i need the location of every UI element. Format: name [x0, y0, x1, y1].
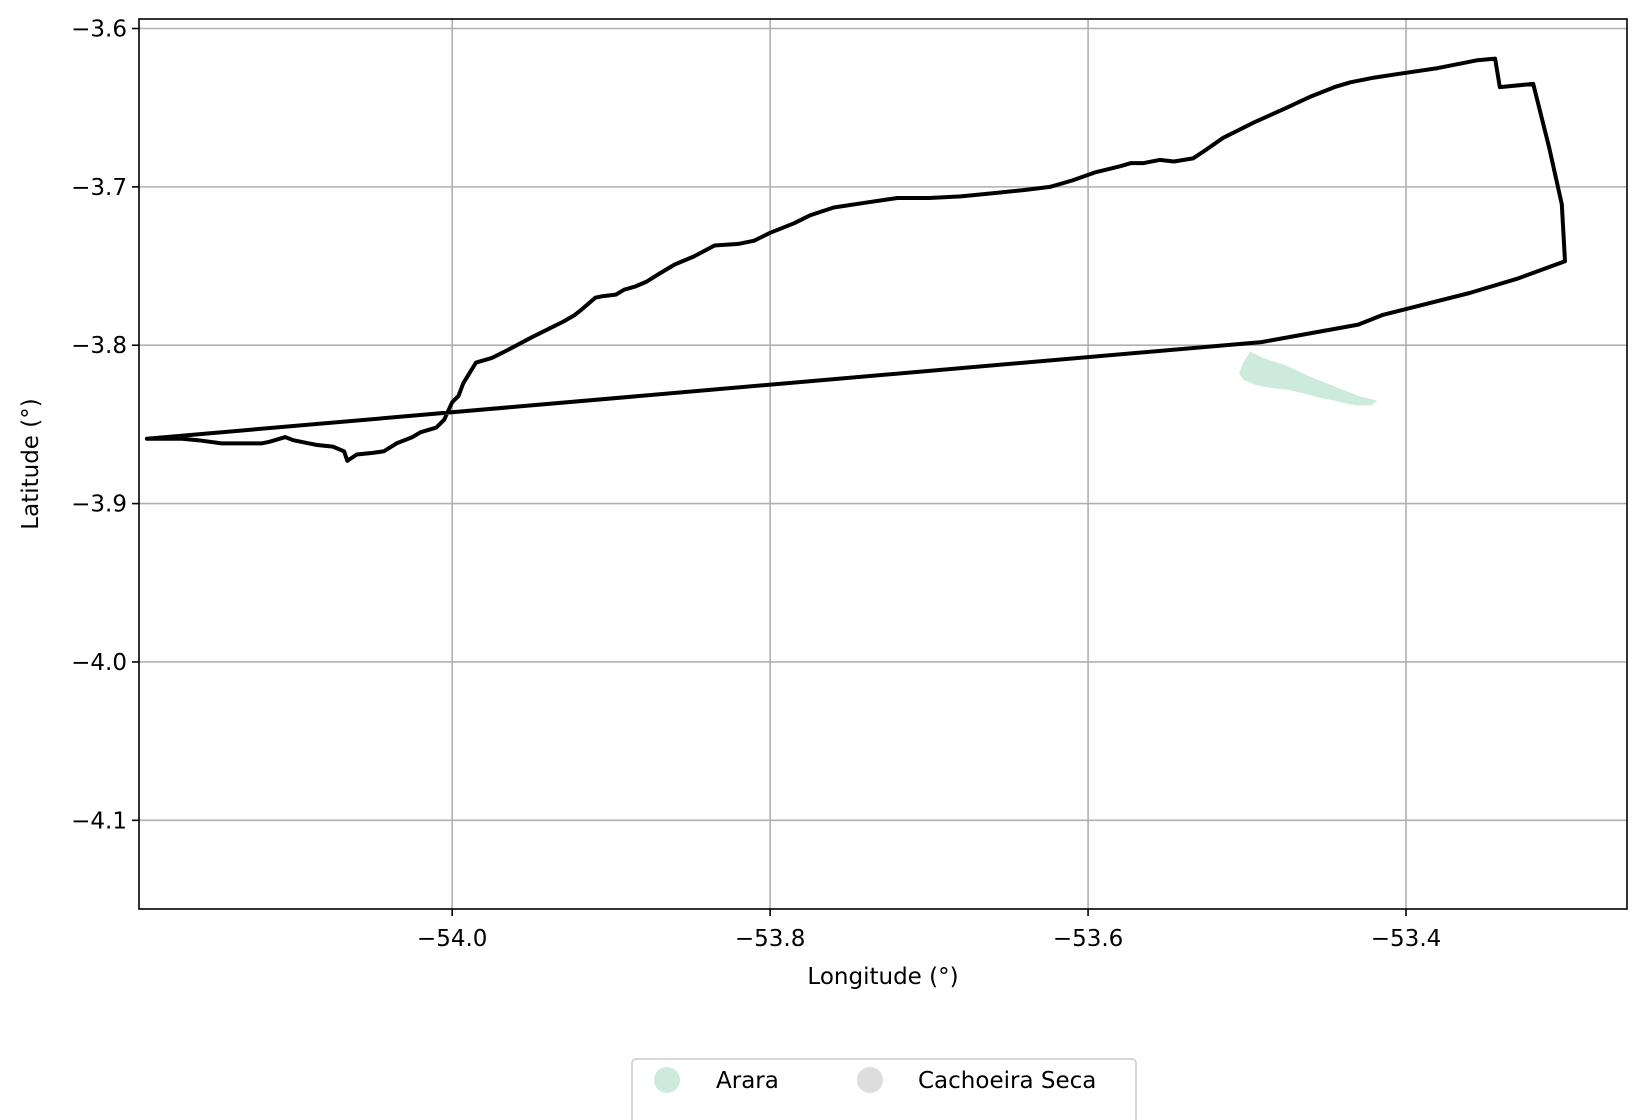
x-axis-title: Longitude (°)	[807, 964, 958, 990]
legend-label-arara: Arara	[716, 1068, 779, 1094]
municipality-boundary-line	[144, 56, 1567, 463]
gridlines	[139, 19, 1627, 909]
y-tick-label: −3.8	[71, 333, 127, 359]
x-tick-label: −53.4	[1371, 926, 1441, 952]
y-axis-title: Latitude (°)	[18, 398, 44, 529]
x-tick-label: −54.0	[417, 926, 487, 952]
plot-frame	[138, 18, 1628, 910]
y-tick-label: −4.0	[71, 650, 127, 676]
legend-marker-arara	[654, 1067, 680, 1093]
legend-frame	[631, 1058, 1137, 1120]
x-tick-label: −53.8	[735, 926, 805, 952]
y-tick-label: −4.1	[71, 808, 127, 834]
x-tick-label: −53.6	[1053, 926, 1123, 952]
legend: Arara Cachoeira Seca	[631, 1058, 1137, 1120]
arara-territory-patch	[1239, 351, 1378, 406]
legend-marker-cachoeira-seca	[857, 1067, 883, 1093]
axis-ticks: −54.0 −53.8 −53.6 −53.4 −3.6 −3.7 −3.8 −3.9 −4.0…	[71, 17, 1441, 952]
y-tick-label: −3.7	[71, 175, 127, 201]
map-data	[144, 56, 1567, 463]
legend-label-cachoeira-seca: Cachoeira Seca	[918, 1068, 1096, 1094]
y-tick-label: −3.9	[71, 492, 127, 518]
y-tick-label: −3.6	[71, 17, 127, 43]
